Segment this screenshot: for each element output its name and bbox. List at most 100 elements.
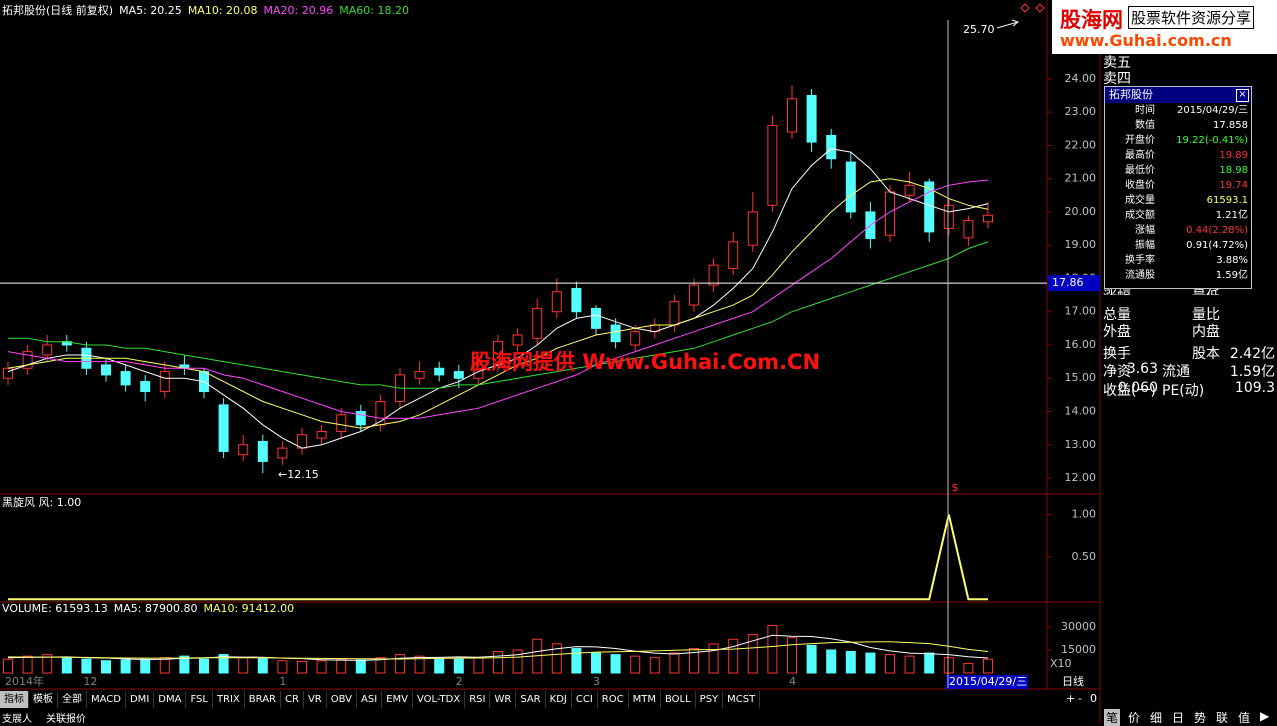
legend-entry: MA5: 20.25	[119, 4, 182, 17]
x-tick-label: 12	[83, 675, 97, 688]
volume-bar	[336, 658, 347, 674]
bottom-link[interactable]: 关联报价	[46, 714, 86, 725]
side-tab[interactable]: 日	[1172, 711, 1185, 725]
y-tick-label: 12.00	[1065, 471, 1097, 484]
indicator-tab[interactable]: SAR	[516, 691, 546, 708]
quote-cell: 涨幅	[1103, 286, 1131, 295]
side-tab[interactable]: 价	[1128, 711, 1141, 725]
indicator-tab[interactable]: TRIX	[213, 691, 245, 708]
volume-bar	[218, 654, 229, 674]
candle-body	[591, 307, 601, 329]
popup-row: 最低价 18.98	[1105, 163, 1251, 178]
zoom-button[interactable]: +	[1066, 692, 1076, 705]
popup-label: 数值	[1135, 120, 1155, 131]
quote-cell: 净资	[1103, 364, 1131, 380]
popup-value: 3.88%	[1216, 255, 1248, 266]
y-tick-label: 24.00	[1065, 72, 1097, 85]
bottom-link[interactable]: 支展人	[2, 714, 32, 725]
y-tick-label: 13.00	[1065, 438, 1097, 451]
quote-cell: 流通	[1162, 364, 1190, 380]
popup-value: 1.21亿	[1215, 210, 1248, 221]
corner-marks	[1020, 3, 1045, 13]
candle-body	[512, 334, 523, 346]
side-tab[interactable]: 势	[1194, 711, 1207, 725]
side-tab[interactable]: 联	[1216, 711, 1229, 725]
indicator-tab[interactable]: BOLL	[661, 691, 696, 708]
indicator-tab[interactable]: 模板	[29, 691, 58, 708]
ma-line	[7, 634, 989, 661]
indicator-tab[interactable]: DMA	[154, 691, 187, 708]
zoom-button[interactable]: 0	[1090, 692, 1097, 705]
side-tab[interactable]: 值	[1238, 711, 1251, 725]
x-tick-label: 3	[593, 675, 600, 688]
indicator-tab[interactable]: 指标	[0, 691, 29, 708]
popup-close[interactable]: ×	[1236, 89, 1249, 102]
volume-bar	[963, 663, 974, 674]
popup-label: 最高价	[1125, 150, 1155, 161]
signal-mark: $	[952, 481, 959, 494]
quote-cell: 1.59亿	[1229, 364, 1275, 380]
y-tick-label: 23.00	[1065, 105, 1097, 118]
candle-body	[159, 371, 170, 393]
candle-body	[708, 264, 719, 286]
popup-value: 17.858	[1213, 120, 1248, 131]
indicator-tab[interactable]: ROC	[598, 691, 629, 708]
volume-bar	[708, 643, 719, 674]
volume-bar	[3, 658, 13, 674]
candle-body	[904, 184, 915, 196]
legend-entry: MA20: 20.96	[264, 4, 334, 17]
indicator-tab[interactable]: WR	[490, 691, 517, 708]
indicator-tab[interactable]: 全部	[58, 691, 87, 708]
indicator-tab[interactable]: OBV	[327, 691, 357, 708]
zoom-button[interactable]: -	[1078, 692, 1082, 705]
popup-label: 时间	[1135, 105, 1155, 116]
legend-entry: MA5: 87900.80	[114, 602, 198, 615]
indicator-tab[interactable]: VOL-TDX	[413, 691, 466, 708]
indicator-tab[interactable]: ASI	[357, 691, 383, 708]
info-popup: 拓邦股份 × 时间 2015/04/29/三 数值 17.858 开盘价 19.22(-0…	[1104, 86, 1252, 289]
popup-row: 涨幅 0.44(2.28%)	[1105, 223, 1251, 238]
indicator-tab[interactable]: CCI	[572, 691, 598, 708]
popup-rows: 时间 2015/04/29/三 数值 17.858 开盘价 19.22(-0.41%) 最高…	[1105, 103, 1251, 283]
volume-bar	[669, 652, 680, 674]
candle-body	[610, 324, 621, 343]
candle-body	[453, 371, 464, 379]
order-book-label: 卖四	[1103, 71, 1131, 87]
side-tab[interactable]: 细	[1150, 711, 1163, 725]
side-tab[interactable]: 笔	[1104, 709, 1121, 726]
indicator-tab[interactable]: CR	[281, 691, 304, 708]
indicator-line	[8, 514, 988, 601]
indicator-tab[interactable]: FSL	[186, 691, 213, 708]
quote-cell: 2.42亿	[1229, 346, 1275, 362]
indicator-tab[interactable]: MCST	[723, 691, 761, 708]
cursor-date-box	[946, 675, 1028, 689]
side-tab[interactable]: ▶	[1260, 709, 1270, 723]
indicator-tab[interactable]: PSY	[696, 691, 724, 708]
indicator-tab[interactable]: MACD	[87, 691, 126, 708]
candle-body	[845, 161, 856, 213]
volume-bar	[610, 654, 621, 674]
quote-cell: 109.3	[1234, 380, 1275, 396]
volume-bar	[81, 658, 92, 674]
popup-value: 19.74	[1219, 180, 1248, 191]
volume-bar	[238, 657, 249, 674]
y-tick-label: 16.00	[1065, 338, 1097, 351]
indicator-tab[interactable]: KDJ	[546, 691, 572, 708]
x-tick-label: 1	[279, 675, 286, 688]
indicator-tab[interactable]: RSI	[465, 691, 491, 708]
ma-line	[8, 241, 989, 389]
indicator-tab[interactable]: MTM	[629, 691, 661, 708]
candle-body	[42, 344, 53, 356]
indicator-tab[interactable]: DMI	[126, 691, 155, 708]
indicator-tab[interactable]: VR	[304, 691, 327, 708]
indicator-tab[interactable]: EMV	[382, 691, 413, 708]
volume-bar	[904, 655, 915, 674]
volume-bar	[277, 660, 288, 674]
panel-title: VOLUME: 61593.13	[2, 602, 108, 615]
indicator-tab[interactable]: BRAR	[245, 691, 281, 708]
y-tick-label: 20.00	[1065, 205, 1097, 218]
popup-row: 收盘价 19.74	[1105, 178, 1251, 193]
y-tick-label: 15000	[1061, 643, 1096, 656]
popup-row: 成交额 1.21亿	[1105, 208, 1251, 223]
candle-body	[218, 404, 229, 452]
